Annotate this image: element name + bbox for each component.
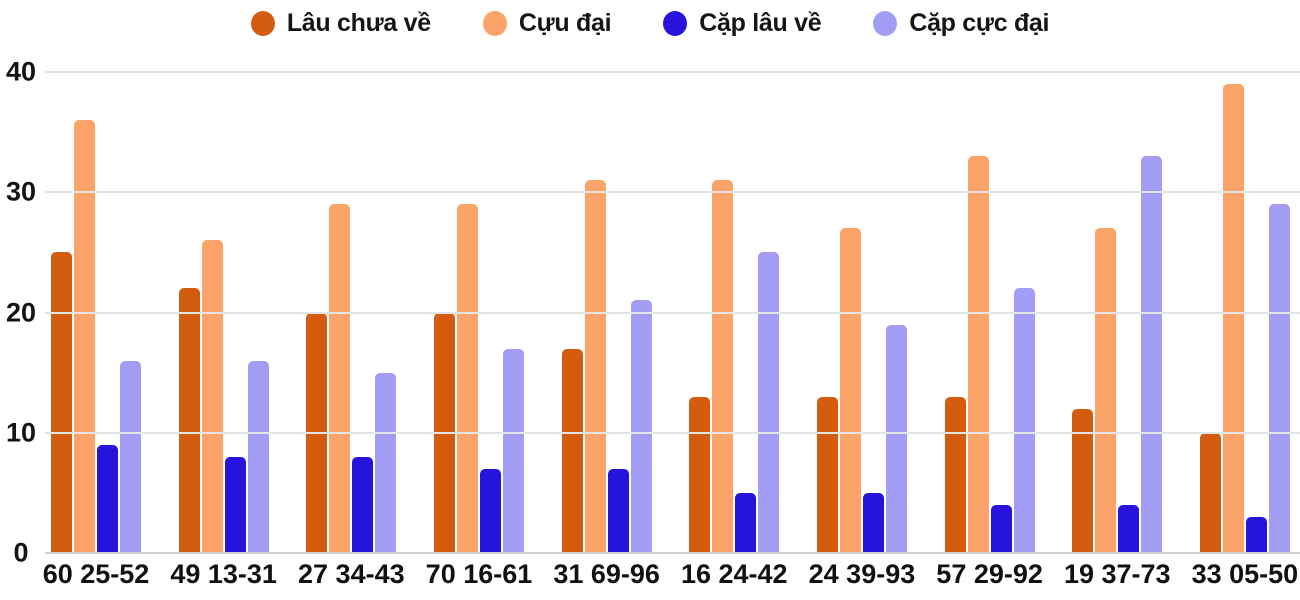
bar-series-4[interactable] bbox=[630, 300, 652, 553]
y-axis-tick-label: 10 bbox=[5, 417, 37, 448]
bar-group-8: 57 29-92 bbox=[936, 72, 1043, 588]
bar-series-3[interactable] bbox=[607, 468, 629, 553]
bar-series-4[interactable] bbox=[1141, 156, 1163, 553]
x-axis-label: 33 05-50 bbox=[1191, 559, 1299, 589]
bar-series-2[interactable] bbox=[967, 156, 989, 553]
bar-group-7: 24 39-93 bbox=[809, 72, 915, 588]
bar-series-2[interactable] bbox=[201, 240, 223, 553]
bar-groups: 60 25-52 49 13-31 27 34-43 70 16-61 31 69-96… bbox=[43, 72, 1300, 588]
bar-series-2[interactable] bbox=[1095, 228, 1117, 553]
bar-series-1[interactable] bbox=[689, 396, 711, 553]
bar-group-5: 31 69-96 bbox=[553, 72, 660, 588]
bar-series-4[interactable] bbox=[758, 252, 780, 553]
bar-series-4[interactable] bbox=[1268, 204, 1290, 553]
legend-item-2[interactable]: Cựu đại bbox=[482, 8, 612, 38]
gridline bbox=[45, 431, 1300, 434]
bar-series-2[interactable] bbox=[74, 120, 95, 553]
bar-group-1: 60 25-52 bbox=[43, 72, 149, 588]
bar-group-10: 33 05-50 bbox=[1192, 72, 1298, 588]
bar-group-3: 27 34-43 bbox=[298, 72, 405, 588]
bar-series-4[interactable] bbox=[120, 360, 141, 553]
legend-item-3[interactable]: Cặp lâu về bbox=[663, 8, 822, 38]
plot-area: 60 25-52 49 13-31 27 34-43 70 16-61 31 69-96… bbox=[43, 71, 1300, 588]
bar-series-1[interactable] bbox=[1199, 432, 1221, 553]
legend-label: Cựu đại bbox=[518, 8, 612, 37]
x-axis-label: 16 24-42 bbox=[680, 559, 788, 589]
legend-item-4[interactable]: Cặp cực đại bbox=[873, 9, 1049, 38]
bar-group-6: 16 24-42 bbox=[681, 72, 788, 588]
bar-series-3[interactable] bbox=[224, 456, 246, 553]
y-axis: 0 10 20 30 40 bbox=[0, 58, 44, 566]
bar-series-3[interactable] bbox=[97, 444, 118, 553]
bar-series-1[interactable] bbox=[178, 288, 200, 553]
bar-series-4[interactable] bbox=[375, 372, 397, 553]
legend-swatch-icon bbox=[482, 10, 507, 36]
gridline bbox=[45, 191, 1300, 194]
legend-swatch-icon bbox=[663, 10, 688, 36]
legend-swatch-icon bbox=[873, 10, 898, 36]
chart-legend: Lâu chưa về Cựu đại Cặp lâu về Cặp cực đại bbox=[0, 4, 1300, 42]
bar-group-9: 19 37-73 bbox=[1064, 72, 1171, 588]
x-axis-label: 31 69-96 bbox=[553, 559, 660, 589]
y-axis-tick-label: 0 bbox=[13, 537, 29, 568]
bar-series-3[interactable] bbox=[479, 468, 501, 553]
gridline bbox=[45, 311, 1300, 314]
bar-series-3[interactable] bbox=[1118, 504, 1140, 553]
legend-label: Cặp lâu về bbox=[699, 8, 822, 37]
x-axis-label: 19 37-73 bbox=[1063, 559, 1171, 589]
bar-series-4[interactable] bbox=[502, 348, 524, 553]
gridline bbox=[45, 552, 1300, 554]
bar-series-2[interactable] bbox=[1222, 84, 1244, 553]
bar-series-4[interactable] bbox=[1013, 288, 1035, 553]
bar-series-1[interactable] bbox=[816, 396, 838, 553]
legend-swatch-icon bbox=[250, 10, 275, 36]
x-axis-label: 24 39-93 bbox=[808, 559, 916, 589]
bar-group-2: 49 13-31 bbox=[170, 72, 277, 588]
bar-series-1[interactable] bbox=[1072, 408, 1094, 553]
bar-series-3[interactable] bbox=[862, 492, 884, 553]
bar-series-4[interactable] bbox=[885, 324, 907, 553]
bar-series-3[interactable] bbox=[735, 492, 757, 553]
bar-series-2[interactable] bbox=[329, 204, 351, 553]
bar-group-4: 70 16-61 bbox=[426, 72, 532, 588]
legend-item-1[interactable]: Lâu chưa về bbox=[250, 8, 431, 38]
bar-series-1[interactable] bbox=[51, 252, 72, 553]
gridline bbox=[45, 71, 1300, 73]
x-axis-label: 49 13-31 bbox=[170, 559, 277, 589]
y-axis-tick-label: 40 bbox=[5, 56, 37, 87]
y-axis-tick-label: 20 bbox=[5, 297, 37, 327]
bar-series-4[interactable] bbox=[247, 360, 269, 553]
bar-series-2[interactable] bbox=[839, 228, 861, 553]
x-axis-label: 57 29-92 bbox=[936, 559, 1043, 589]
bar-series-2[interactable] bbox=[712, 180, 734, 553]
x-axis-label: 27 34-43 bbox=[298, 559, 405, 589]
x-axis-label: 70 16-61 bbox=[425, 559, 533, 589]
bar-series-3[interactable] bbox=[990, 504, 1012, 553]
bar-series-2[interactable] bbox=[584, 180, 606, 553]
legend-label: Cặp cực đại bbox=[909, 8, 1050, 37]
bar-series-3[interactable] bbox=[352, 456, 374, 553]
bar-series-1[interactable] bbox=[561, 348, 583, 553]
bar-series-2[interactable] bbox=[456, 204, 478, 553]
bar-series-3[interactable] bbox=[1245, 516, 1267, 553]
legend-label: Lâu chưa về bbox=[286, 8, 431, 37]
y-axis-tick-label: 30 bbox=[5, 176, 37, 207]
x-axis-label: 60 25-52 bbox=[42, 559, 150, 589]
bar-series-1[interactable] bbox=[944, 396, 966, 553]
